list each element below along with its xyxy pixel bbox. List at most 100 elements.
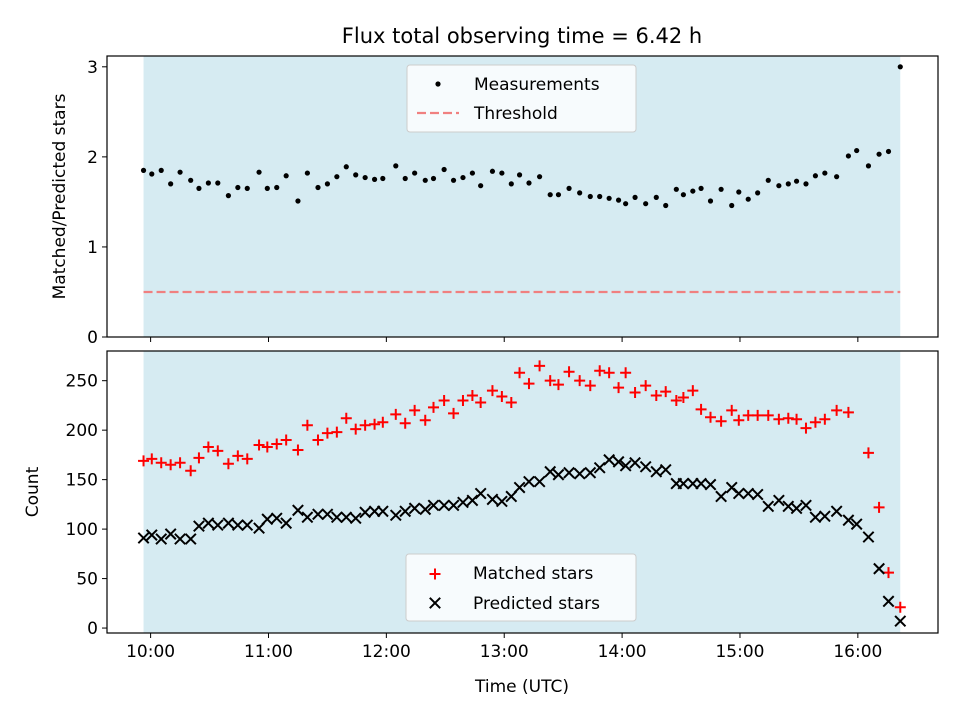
matched-star-point bbox=[212, 445, 224, 457]
chart-title: Flux total observing time = 6.42 h bbox=[342, 24, 702, 48]
measurement-point bbox=[324, 181, 331, 187]
measurement-point bbox=[380, 175, 386, 182]
matched-star-point bbox=[742, 409, 754, 421]
matched-star-point bbox=[514, 367, 526, 379]
measurement-point bbox=[362, 174, 368, 181]
measurement-point bbox=[812, 173, 819, 179]
measurement-point bbox=[632, 194, 638, 201]
measurement-point bbox=[785, 181, 791, 187]
measurement-point bbox=[566, 185, 572, 191]
matched-star-point bbox=[715, 415, 727, 427]
x-axis-label: Time (UTC) bbox=[474, 677, 569, 697]
measurement-point bbox=[615, 197, 622, 203]
measurement-point bbox=[707, 198, 714, 204]
measurement-point bbox=[177, 169, 183, 175]
predicted-star-point bbox=[513, 481, 526, 494]
predicted-star-point bbox=[751, 488, 764, 501]
measurement-point bbox=[235, 184, 241, 191]
predicted-star-point bbox=[862, 531, 875, 543]
matched-star-point bbox=[138, 455, 150, 467]
matched-star-point bbox=[873, 501, 885, 513]
bottom-x-tick-label: 12:00 bbox=[362, 642, 411, 662]
measurement-point bbox=[315, 184, 321, 191]
matched-star-point bbox=[819, 413, 831, 425]
predicted-star-point bbox=[438, 499, 451, 512]
top-legend: Measurements Threshold bbox=[406, 64, 637, 133]
matched-star-point bbox=[687, 385, 699, 397]
measurement-point bbox=[736, 189, 742, 195]
measurement-point bbox=[450, 177, 457, 183]
predicted-star-point bbox=[842, 514, 855, 527]
measurement-point bbox=[673, 186, 679, 192]
matched-star-point bbox=[253, 439, 265, 451]
bottom-x-tick-label: 15:00 bbox=[715, 642, 764, 662]
matched-star-point bbox=[894, 601, 906, 613]
matched-star-point bbox=[350, 423, 362, 435]
measurement-point bbox=[623, 201, 629, 207]
predicted-star-point bbox=[544, 465, 557, 478]
predicted-star-point bbox=[894, 615, 907, 628]
bottom-y-tick-label: 0 bbox=[87, 619, 98, 639]
measurement-point bbox=[215, 180, 221, 186]
measurement-point bbox=[577, 190, 583, 196]
top-y-tick-label: 0 bbox=[87, 328, 98, 348]
bottom-x-tick-label: 11:00 bbox=[244, 642, 293, 662]
predicted-star-point bbox=[584, 466, 597, 479]
measurement-point bbox=[402, 175, 408, 182]
predicted-star-point bbox=[742, 487, 755, 500]
top-y-axis-label: Matched/Predicted stars bbox=[50, 93, 70, 299]
predicted-star-point bbox=[359, 506, 372, 519]
measurement-point bbox=[188, 177, 194, 183]
matched-star-point bbox=[301, 419, 313, 431]
predicted-star-point bbox=[301, 511, 314, 524]
bottom-y-tick-label: 100 bbox=[66, 520, 98, 540]
measurement-point bbox=[274, 184, 280, 191]
predicted-star-point bbox=[340, 511, 353, 524]
legend-predicted-label: Predicted stars bbox=[473, 594, 600, 614]
measurement-point bbox=[854, 147, 860, 154]
measurement-point bbox=[803, 181, 809, 187]
predicted-star-point bbox=[231, 519, 244, 532]
predicted-star-point bbox=[211, 519, 224, 532]
predicted-star-point bbox=[202, 517, 215, 530]
matched-star-point bbox=[232, 450, 244, 462]
measurement-point bbox=[897, 64, 903, 70]
predicted-star-point bbox=[800, 499, 812, 512]
measurement-point bbox=[256, 169, 262, 175]
measurement-point bbox=[225, 192, 232, 199]
measurement-point bbox=[393, 163, 399, 169]
predicted-star-point bbox=[241, 519, 254, 532]
predicted-star-point bbox=[659, 463, 672, 476]
measurement-point bbox=[508, 181, 514, 187]
predicted-star-point bbox=[882, 595, 895, 608]
measurement-point bbox=[478, 183, 484, 189]
top-panel: 0 1 2 3 Matched/Predicted stars Measurements T… bbox=[50, 55, 939, 348]
measurement-point bbox=[865, 163, 872, 169]
matched-star-point bbox=[369, 418, 381, 430]
legend-matched-label: Matched stars bbox=[473, 564, 593, 584]
measurement-point bbox=[606, 195, 612, 201]
bottom-y-axis-label: Count bbox=[23, 466, 43, 517]
measurement-point bbox=[793, 178, 800, 184]
predicted-star-point bbox=[145, 529, 158, 541]
bottom-y-tick-label: 200 bbox=[66, 421, 98, 441]
matched-star-point bbox=[862, 447, 874, 459]
bottom-x-tick-label: 13:00 bbox=[480, 642, 529, 662]
bottom-x-tick-label: 14:00 bbox=[598, 642, 647, 662]
legend-matched-marker bbox=[429, 568, 441, 580]
predicted-star-point bbox=[174, 533, 186, 545]
matched-star-point bbox=[677, 392, 689, 404]
predicted-star-point bbox=[193, 520, 205, 533]
matched-star-point bbox=[752, 409, 764, 421]
predicted-star-point bbox=[873, 562, 885, 575]
matched-star-point bbox=[448, 407, 460, 419]
measurement-point bbox=[536, 174, 543, 180]
bottom-y-tick-label: 150 bbox=[66, 471, 98, 491]
matched-star-point bbox=[496, 391, 508, 403]
measurement-point bbox=[680, 192, 686, 198]
predicted-star-point bbox=[603, 453, 616, 466]
predicted-star-point bbox=[155, 533, 168, 545]
predicted-star-point bbox=[427, 499, 440, 512]
matched-star-point bbox=[359, 419, 371, 431]
measurement-point bbox=[745, 196, 751, 202]
